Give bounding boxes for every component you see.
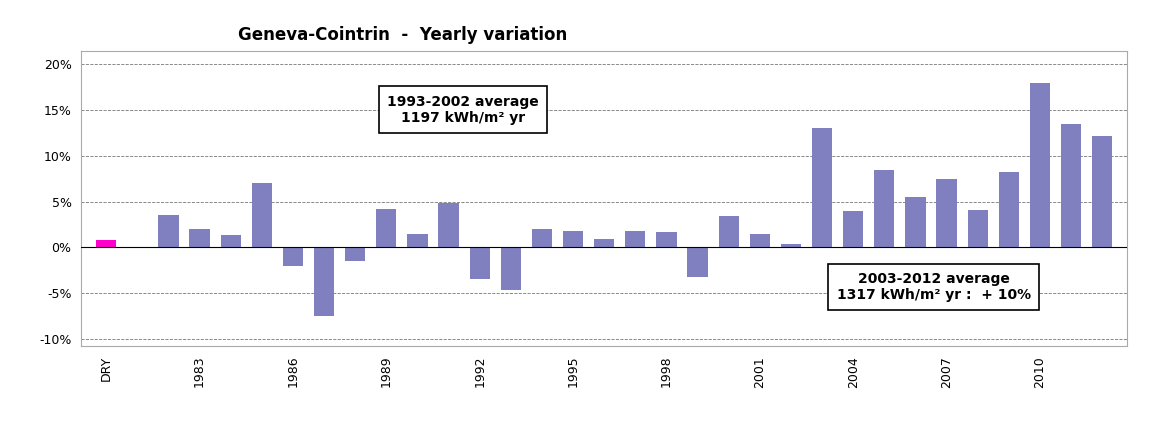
Bar [438,203,459,247]
Bar [282,247,303,265]
Bar [1061,124,1081,247]
Bar [469,247,490,279]
Bar [189,229,209,247]
Bar [252,183,272,247]
Bar [594,239,615,247]
Bar [749,233,770,247]
Bar [937,179,956,247]
Bar [128,247,148,248]
Bar [999,172,1019,247]
Text: 1993-2002 average
1197 kWh/m² yr: 1993-2002 average 1197 kWh/m² yr [387,95,539,125]
Bar [1030,83,1050,247]
Bar [158,215,179,247]
Text: Geneva-Cointrin  -  Yearly variation: Geneva-Cointrin - Yearly variation [238,25,567,43]
Bar [1092,136,1112,247]
Bar [408,233,428,247]
Bar [688,247,708,276]
Bar [532,229,552,247]
Bar [345,247,365,261]
Bar [657,232,676,247]
Bar [874,170,895,247]
Bar [968,210,988,247]
Bar [314,247,335,316]
Bar [844,211,863,247]
Bar [812,128,832,247]
Bar [96,240,116,247]
Bar [718,216,739,247]
Bar [501,247,521,290]
Bar [905,197,926,247]
Bar [781,243,801,247]
Bar [376,209,396,247]
Text: 2003-2012 average
1317 kWh/m² yr :  + 10%: 2003-2012 average 1317 kWh/m² yr : + 10% [837,272,1031,302]
Bar [625,231,645,247]
Bar [564,231,583,247]
Bar [221,235,241,247]
